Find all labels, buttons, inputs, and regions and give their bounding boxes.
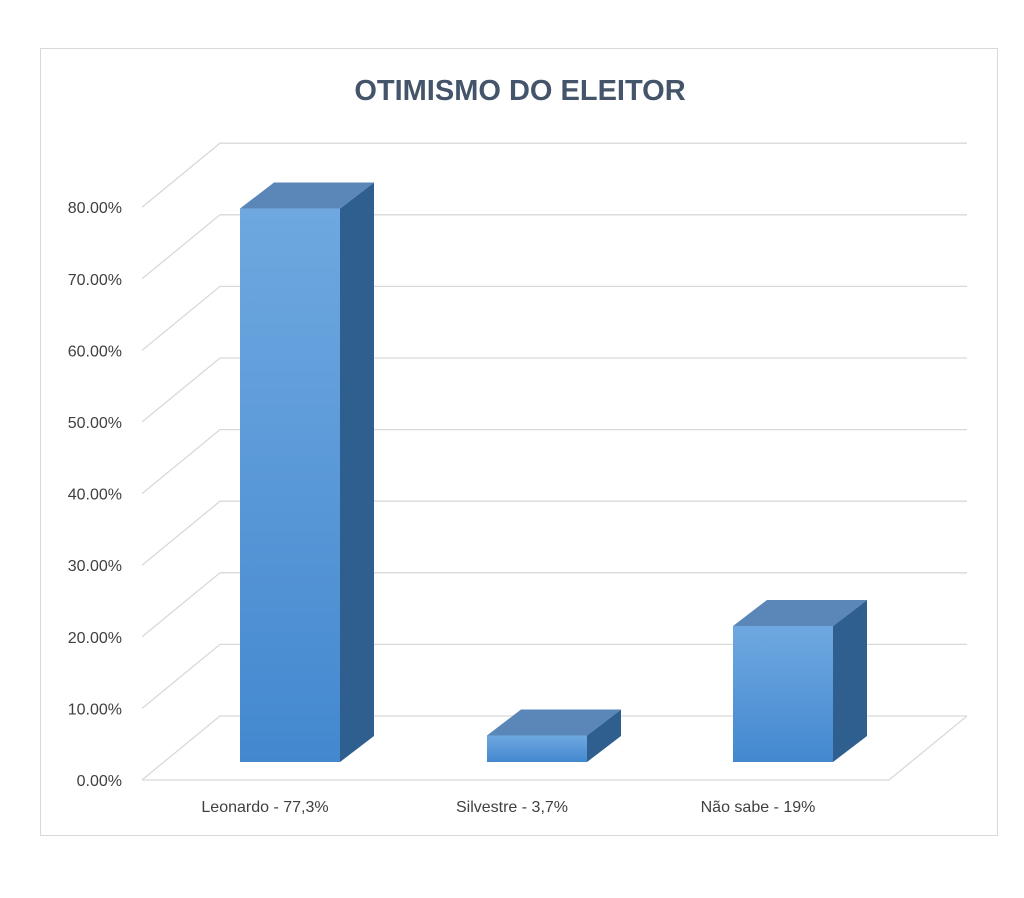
bar xyxy=(733,599,867,762)
bar xyxy=(487,709,621,762)
bar-top xyxy=(240,182,374,209)
y-tick-label: 10.00% xyxy=(68,701,122,718)
gridline xyxy=(141,572,967,638)
gridline xyxy=(141,500,967,566)
gridline xyxy=(141,214,967,280)
y-tick-label: 50.00% xyxy=(68,415,122,432)
bar-top xyxy=(487,709,621,736)
y-axis-ticks: 0.00% 10.00% 20.00% 30.00% 40.00% 50.00% 60.00… xyxy=(68,200,122,790)
y-tick-label: 80.00% xyxy=(68,200,122,217)
bar-side xyxy=(833,599,867,762)
bar-front xyxy=(487,735,587,762)
gridline xyxy=(141,142,967,208)
gridline xyxy=(141,428,967,495)
y-tick-label: 20.00% xyxy=(68,630,122,647)
chart-title: OTIMISMO DO ELEITOR xyxy=(354,75,685,107)
bar-front xyxy=(240,208,340,763)
x-category-label: Não sabe - 19% xyxy=(701,799,816,816)
y-tick-label: 30.00% xyxy=(68,558,122,575)
floor-edge xyxy=(142,715,968,781)
grid-layer xyxy=(141,142,968,781)
bar-side xyxy=(587,709,621,762)
x-category-label: Silvestre - 3,7% xyxy=(456,799,568,816)
gridline xyxy=(141,643,967,709)
bar-front xyxy=(733,625,833,762)
bars xyxy=(240,182,867,763)
y-tick-label: 0.00% xyxy=(77,773,122,790)
gridline xyxy=(141,715,967,781)
x-category-label: Leonardo - 77,3% xyxy=(201,799,328,816)
gridline xyxy=(141,357,967,423)
bar-side xyxy=(340,182,374,763)
y-tick-label: 60.00% xyxy=(68,343,122,360)
gridline xyxy=(141,285,967,351)
bar xyxy=(240,182,374,763)
y-tick-label: 70.00% xyxy=(68,272,122,289)
bar-top xyxy=(733,599,867,626)
x-axis-categories: Leonardo - 77,3% Silvestre - 3,7% Não sabe… xyxy=(201,799,815,816)
y-tick-label: 40.00% xyxy=(68,487,122,504)
